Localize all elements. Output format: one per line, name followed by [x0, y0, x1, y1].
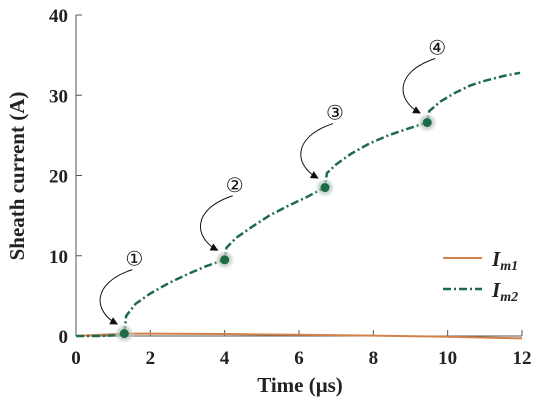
y-tick-label: 40 [49, 6, 68, 27]
y-axis-title: Sheath current (A) [5, 92, 29, 261]
legend-label-im1: Im1 [491, 247, 518, 274]
x-tick-label: 10 [438, 348, 457, 369]
y-tick-label: 20 [49, 167, 68, 188]
annotation-arrow [200, 195, 233, 251]
y-tick-label: 0 [59, 327, 69, 348]
x-tick-label: 0 [71, 348, 81, 369]
y-tick-label: 10 [49, 247, 68, 268]
x-tick-label: 8 [369, 348, 379, 369]
x-tick-label: 2 [146, 348, 156, 369]
legend-label-im1-sub: m1 [500, 259, 518, 274]
x-tick-label: 4 [220, 348, 230, 369]
annotation-label: ① [125, 247, 143, 271]
highlight-point [220, 255, 230, 265]
highlight-point [119, 329, 129, 339]
x-tick-label: 12 [513, 348, 532, 369]
annotation-layer: ① ② ③ ④ [99, 36, 446, 345]
legend: Im1 Im2 [443, 247, 518, 305]
annotation-label: ② [226, 173, 244, 197]
annotation-label: ④ [428, 36, 446, 60]
legend-label-im1-main: I [491, 247, 501, 271]
annotation-arrow [99, 269, 133, 325]
legend-label-im2-main: I [491, 278, 501, 302]
x-tick-label: 6 [294, 348, 304, 369]
annotation-arrow [300, 123, 334, 179]
highlight-point [320, 183, 330, 193]
y-ticks: 0 10 20 30 40 [49, 6, 82, 348]
legend-label-im2: Im2 [491, 278, 518, 305]
y-tick-label: 30 [49, 86, 68, 107]
annotation-label: ③ [326, 101, 344, 125]
series-line-im2 [76, 71, 521, 338]
series-layer [75, 71, 523, 340]
annotation-arrow [402, 58, 436, 114]
highlight-point [422, 118, 432, 128]
x-axis-title: Time (μs) [257, 373, 343, 397]
legend-label-im2-sub: m2 [500, 290, 518, 305]
